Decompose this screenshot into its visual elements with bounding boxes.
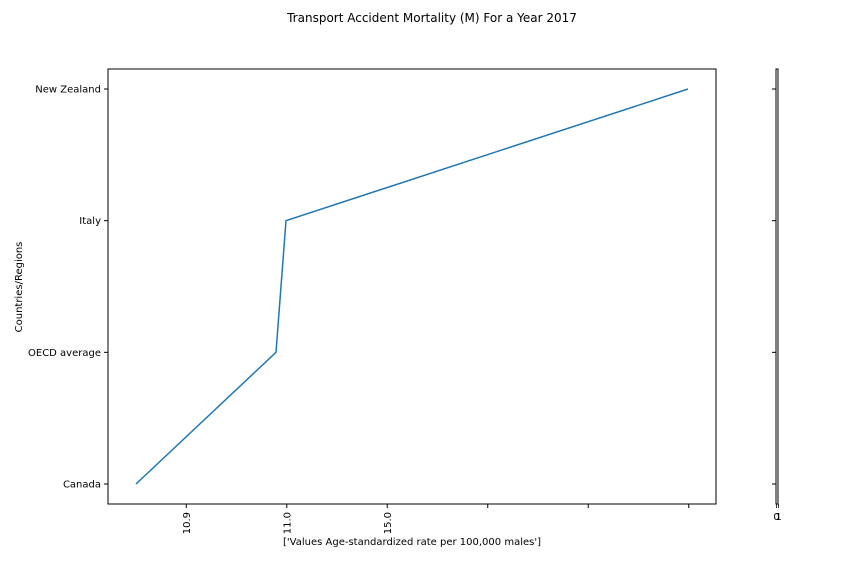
y-axis-ticks: Canada OECD average Italy New Zealand <box>28 85 108 491</box>
y-tick-label: Italy <box>79 216 101 227</box>
side-axes: 01 <box>772 68 782 523</box>
plot-area <box>107 68 717 505</box>
y-tick-label: OECD average <box>28 348 101 359</box>
x-tick-label: 10.9 <box>182 512 193 534</box>
series-layer <box>135 88 689 485</box>
x-axis-ticks: 10.9 11.0 15.0 <box>182 504 690 534</box>
side-axis-ticks: 01 <box>772 88 782 523</box>
series-line <box>135 88 689 485</box>
y-tick-label: Canada <box>63 480 101 491</box>
y-tick-label: New Zealand <box>35 85 101 96</box>
side-x-tick-label: 0 <box>773 512 779 523</box>
side-axes-frame <box>775 68 779 505</box>
chart-title: Transport Accident Mortality (M) For a Y… <box>286 11 577 25</box>
y-axis-label: Countries/Regions <box>14 242 25 333</box>
x-tick-label: 15.0 <box>383 512 394 534</box>
x-axis-label: ['Values Age-standardized rate per 100,0… <box>283 537 541 548</box>
side-x-tick-label: 1 <box>775 512 781 523</box>
x-tick-label: 11.0 <box>282 512 293 534</box>
